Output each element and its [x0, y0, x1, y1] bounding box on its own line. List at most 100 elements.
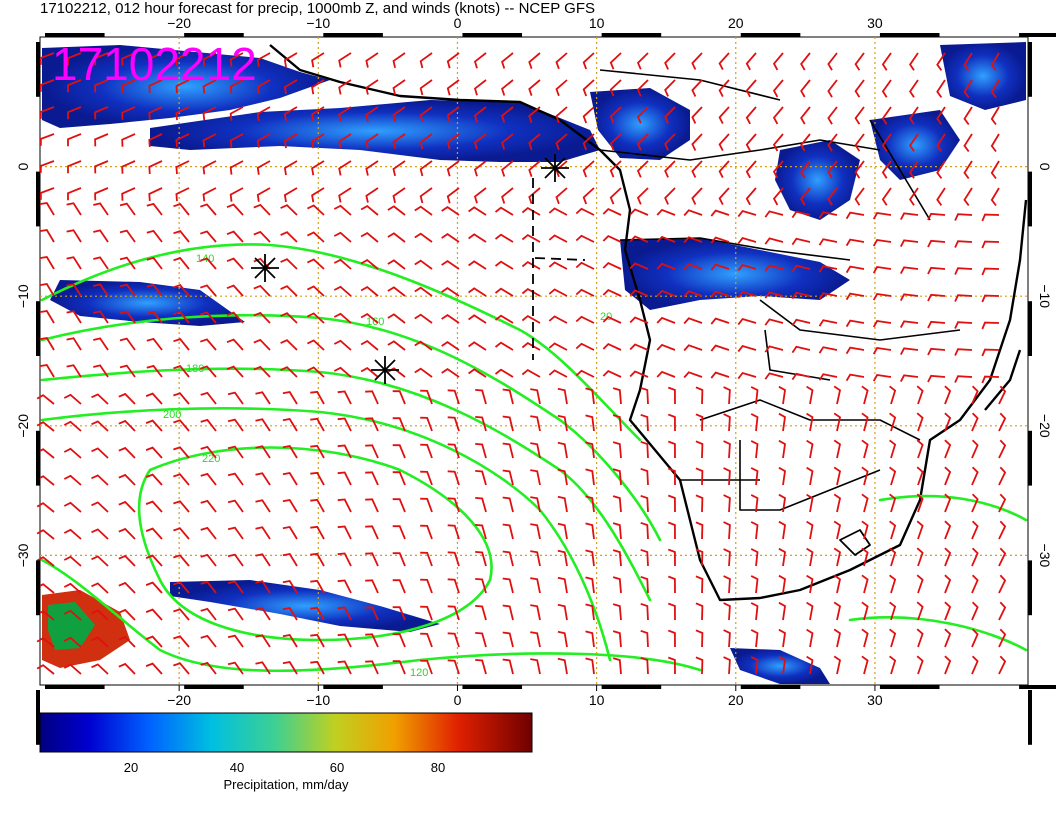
contour-label-120: 120 [410, 667, 428, 679]
wind-barb [175, 187, 190, 202]
wind-barb [282, 472, 298, 486]
wind-barb [881, 79, 892, 98]
wind-barb [475, 416, 487, 432]
wind-barb [981, 240, 1000, 249]
x-tick-label-bottom: 30 [867, 692, 883, 708]
precip-band-itcz [150, 100, 600, 162]
wind-barb [337, 660, 352, 675]
wind-barb [602, 208, 622, 216]
wind-barb [337, 552, 352, 567]
wind-barb [806, 439, 814, 459]
wind-barb [63, 636, 82, 648]
wind-barb [39, 106, 55, 119]
wind-barb [446, 79, 460, 96]
wind-barb [501, 187, 514, 204]
wind-barb [282, 607, 298, 621]
wind-barb [173, 284, 190, 297]
wind-barb [93, 364, 109, 378]
wind-barb [548, 207, 568, 216]
precip-central-africa [775, 140, 860, 220]
height-contours [40, 243, 1028, 673]
frame-bar [462, 33, 523, 37]
wind-barb [200, 391, 217, 405]
wind-barb [710, 344, 730, 352]
wind-barb [200, 230, 217, 243]
wind-barb [900, 293, 919, 302]
wind-barb [91, 609, 109, 621]
wind-barb [530, 469, 541, 486]
wind-barb [392, 160, 406, 177]
wind-barb [585, 414, 595, 432]
wind-barb [387, 232, 406, 243]
wind-barb [337, 417, 352, 432]
frame-bar [1019, 685, 1056, 689]
wind-barb [936, 52, 946, 71]
wind-barb [148, 106, 163, 120]
wind-barb [806, 601, 814, 621]
frame-bar [184, 685, 244, 689]
frame-bar [36, 430, 40, 486]
wind-barb [360, 340, 379, 351]
wind-barb [827, 187, 838, 206]
wind-barb [121, 133, 136, 147]
wind-barb [475, 605, 487, 621]
wind-barb [119, 202, 136, 216]
wind-barb [585, 603, 595, 621]
wind-barb [91, 555, 109, 567]
wind-barb [656, 208, 676, 216]
wind-barb [91, 636, 109, 648]
wind-barb [827, 52, 838, 71]
wind-barb [530, 604, 541, 621]
wind-barb [502, 469, 514, 486]
wind-barb [629, 343, 649, 351]
wind-barb [791, 264, 811, 273]
wind-barb [916, 520, 924, 540]
wind-barb [723, 521, 731, 540]
wind-barb [916, 493, 924, 513]
wind-barb [998, 574, 1007, 594]
wind-barb [118, 500, 136, 513]
wind-barb [612, 441, 622, 459]
wind-barb [916, 628, 924, 648]
wind-barb [998, 466, 1007, 486]
wind-barb [585, 387, 595, 405]
wind-barb [683, 263, 703, 271]
wind-barb [67, 160, 82, 174]
wind-barb [528, 187, 541, 204]
wind-barb [310, 417, 325, 432]
wind-barb [971, 385, 979, 405]
wind-barb [337, 444, 352, 459]
wind-barb [468, 233, 487, 243]
wind-barb [145, 608, 163, 621]
x-tick-label-bottom: 20 [728, 692, 744, 708]
wind-barb [737, 371, 757, 380]
wind-barb [63, 474, 82, 486]
wind-barb [900, 347, 919, 356]
wind-barb [91, 582, 109, 594]
wind-barb [255, 661, 271, 675]
wind-barb [392, 106, 406, 123]
wind-barb [200, 580, 217, 594]
wind-barb [609, 160, 622, 178]
wind-barb [889, 385, 897, 405]
contour-se [848, 494, 1028, 652]
coastlines [269, 44, 1028, 602]
wind-barb [521, 288, 541, 297]
wind-barb [710, 209, 730, 217]
wind-barb [414, 340, 433, 351]
wind-barb [954, 375, 973, 383]
x-tick-label-top: 0 [454, 15, 462, 31]
wind-barb [280, 258, 298, 270]
y-tick-label-left: −20 [15, 414, 31, 438]
wind-barb [475, 551, 487, 567]
wind-barb [145, 500, 163, 513]
wind-barb [200, 553, 217, 567]
wind-barb [582, 106, 595, 124]
wind-barb [990, 160, 1000, 180]
wind-barb [229, 52, 244, 67]
wind-barbs [36, 52, 1007, 675]
wind-barb [806, 493, 814, 513]
wind-barb [227, 553, 244, 567]
wind-barb [833, 412, 842, 432]
wind-barb [521, 234, 541, 243]
